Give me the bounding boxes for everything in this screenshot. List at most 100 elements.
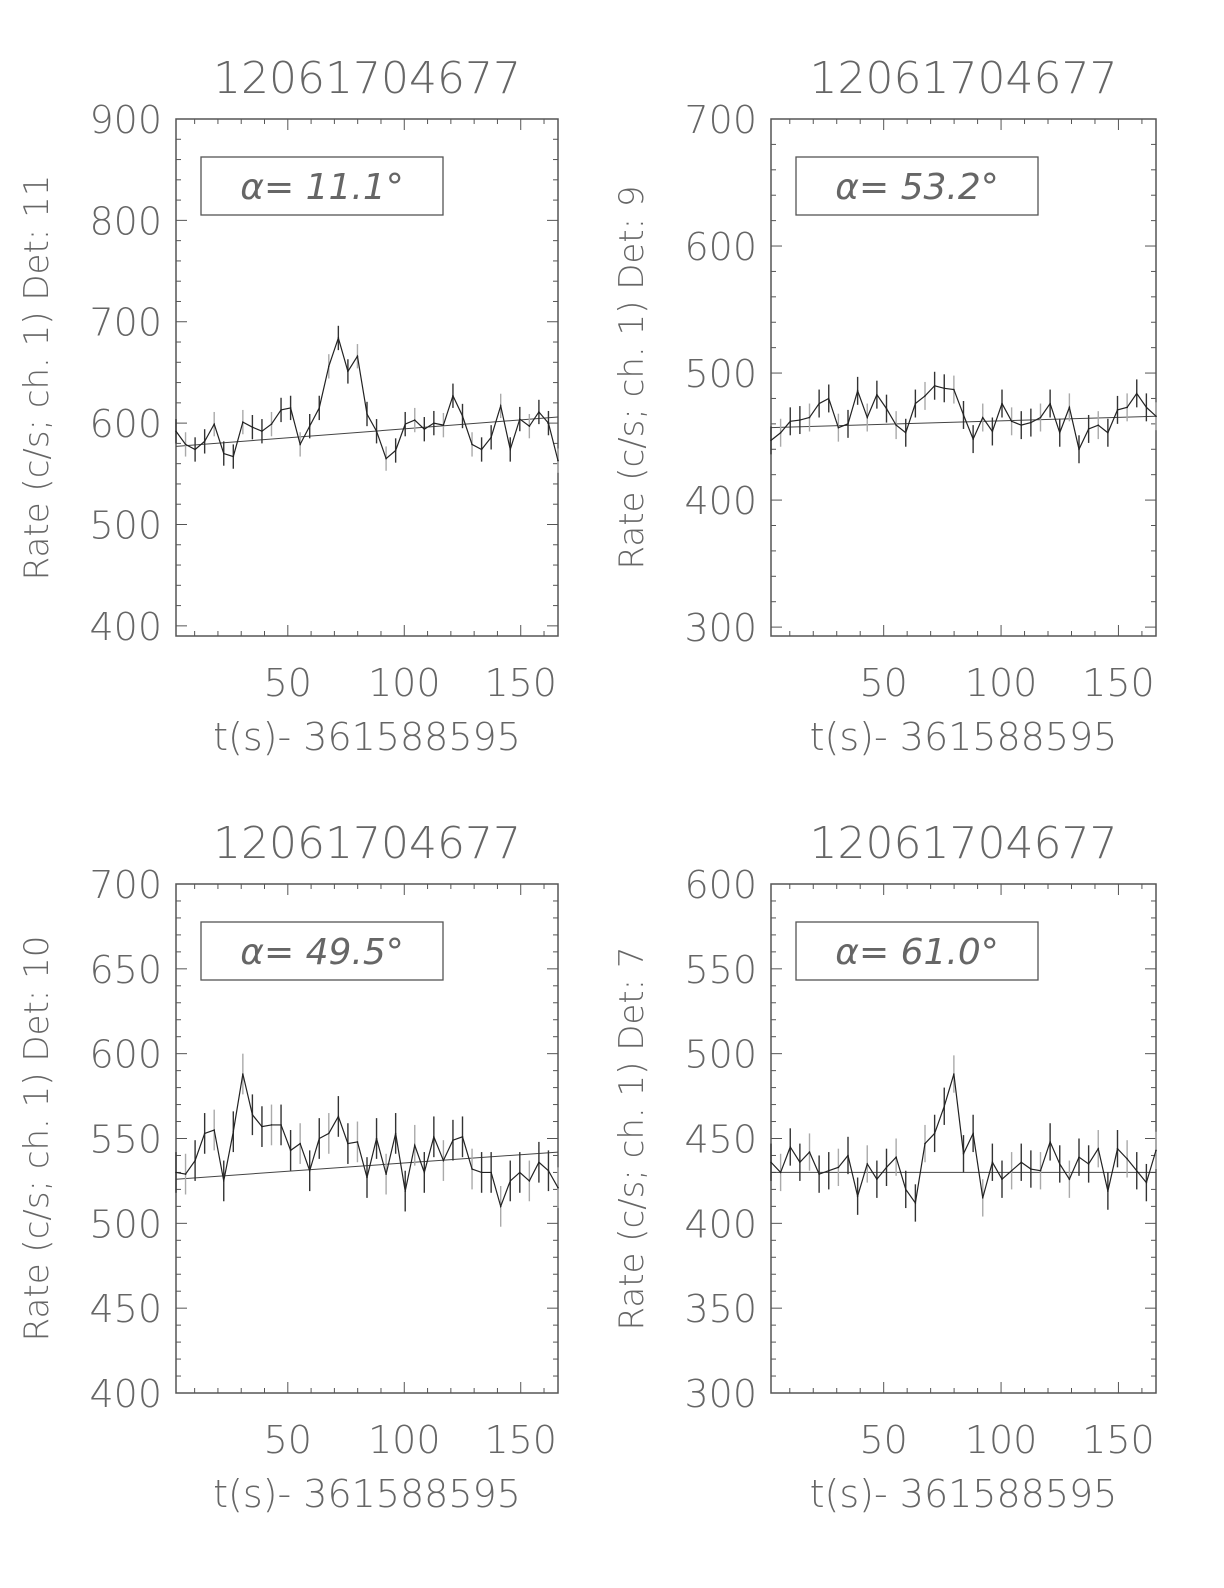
data-point [356, 355, 359, 358]
data-point [1030, 421, 1032, 424]
data-point [933, 1132, 936, 1135]
y-tick-label: 600 [89, 1033, 162, 1077]
data-point [1030, 1168, 1032, 1170]
panel-1: 12061704677 t(s)- 361588595 Rate (c/s; ch.… [17, 53, 559, 759]
data-point [203, 1132, 206, 1135]
data-point [203, 440, 206, 443]
data-point [1058, 431, 1061, 434]
y-tick-label: 550 [89, 1118, 162, 1162]
data-point [808, 416, 811, 419]
data-point [519, 418, 521, 420]
data-point [1078, 1156, 1080, 1158]
data-point [375, 430, 378, 433]
data-point [779, 1171, 782, 1174]
data-point [509, 1180, 512, 1182]
data-point [538, 411, 540, 413]
data-point [213, 423, 215, 425]
data-point [933, 384, 936, 387]
data-point [876, 1178, 878, 1181]
data-point [1049, 402, 1051, 405]
data-point [1097, 1147, 1100, 1150]
x-tick-label: 150 [484, 1418, 557, 1462]
y-tick-label: 500 [89, 1202, 162, 1246]
data-point [837, 426, 840, 429]
data-point [404, 1190, 407, 1192]
y-axis-label: Rate (c/s; ch. 1) Det: 11 [17, 175, 57, 581]
annotation-text: α= 49.5° [240, 932, 404, 973]
data-point [1087, 1163, 1090, 1165]
annotation-box [795, 921, 1039, 981]
data-point [490, 1171, 492, 1174]
data-point [413, 1144, 416, 1147]
data-point [770, 439, 772, 442]
data-point [528, 1180, 531, 1182]
data-point [847, 1154, 849, 1157]
data-point [461, 1136, 464, 1138]
data-point [337, 1115, 340, 1118]
y-tick-label: 500 [684, 1033, 757, 1077]
data-point [528, 425, 531, 427]
data-point [385, 457, 387, 460]
data-point [356, 1141, 359, 1143]
data-point [770, 1161, 772, 1164]
data-point [394, 449, 397, 452]
data-point [1068, 406, 1071, 409]
data-point [308, 1169, 311, 1172]
y-tick-label: 350 [684, 1287, 757, 1331]
data-point [499, 405, 502, 407]
data-point [433, 1136, 435, 1138]
data-point [375, 1137, 378, 1140]
data-point [827, 397, 830, 400]
data-point [328, 365, 330, 368]
data-point [242, 1073, 244, 1075]
data-point [423, 1171, 426, 1174]
x-tick-label: 150 [1082, 1418, 1155, 1462]
data-point [270, 423, 273, 425]
annotation-text: α= 11.1° [240, 167, 404, 208]
data-point [442, 424, 445, 426]
y-axis-label: Rate (c/s; ch. 1) Det: 7 [612, 946, 652, 1330]
panel-title: 12061704677 [213, 53, 521, 104]
data-point [232, 455, 235, 458]
x-axis-label: t(s)- 361588595 [810, 715, 1118, 759]
x-tick-label: 150 [484, 661, 557, 705]
panel-title: 12061704677 [810, 53, 1118, 104]
data-point [876, 393, 878, 396]
data-point [289, 407, 292, 409]
data-point [1107, 431, 1109, 434]
data-point [885, 1166, 888, 1169]
data-point [924, 1142, 926, 1145]
data-point [452, 394, 454, 397]
data-point [499, 1205, 502, 1208]
data-point [413, 419, 416, 421]
data-point [1020, 1161, 1023, 1164]
y-axis-label: Rate (c/s; ch. 1) Det: 9 [612, 185, 652, 569]
data-point [184, 1173, 187, 1175]
data-point [924, 395, 926, 397]
data-point [1078, 448, 1080, 451]
x-axis-label: t(s)- 361588595 [213, 1472, 521, 1516]
data-point [347, 1142, 349, 1145]
data-point [452, 1139, 454, 1141]
y-tick-label: 600 [684, 225, 757, 269]
y-tick-label: 450 [89, 1287, 162, 1331]
data-point [547, 1169, 550, 1172]
data-point [818, 402, 820, 405]
data-point [943, 387, 946, 390]
data-point [972, 438, 974, 440]
annotation-box [200, 921, 444, 981]
data-point [914, 402, 917, 405]
y-tick-label: 600 [89, 402, 162, 446]
data-point [184, 443, 187, 446]
data-point [557, 1186, 559, 1189]
data-point [779, 431, 782, 434]
data-point [972, 1132, 974, 1135]
panel-title: 12061704677 [213, 818, 521, 869]
data-point [904, 1188, 907, 1191]
y-tick-label: 700 [89, 863, 162, 907]
data-point [232, 1130, 235, 1133]
data-point [1145, 1181, 1148, 1184]
data-point [1001, 1178, 1003, 1181]
data-point [318, 407, 321, 409]
